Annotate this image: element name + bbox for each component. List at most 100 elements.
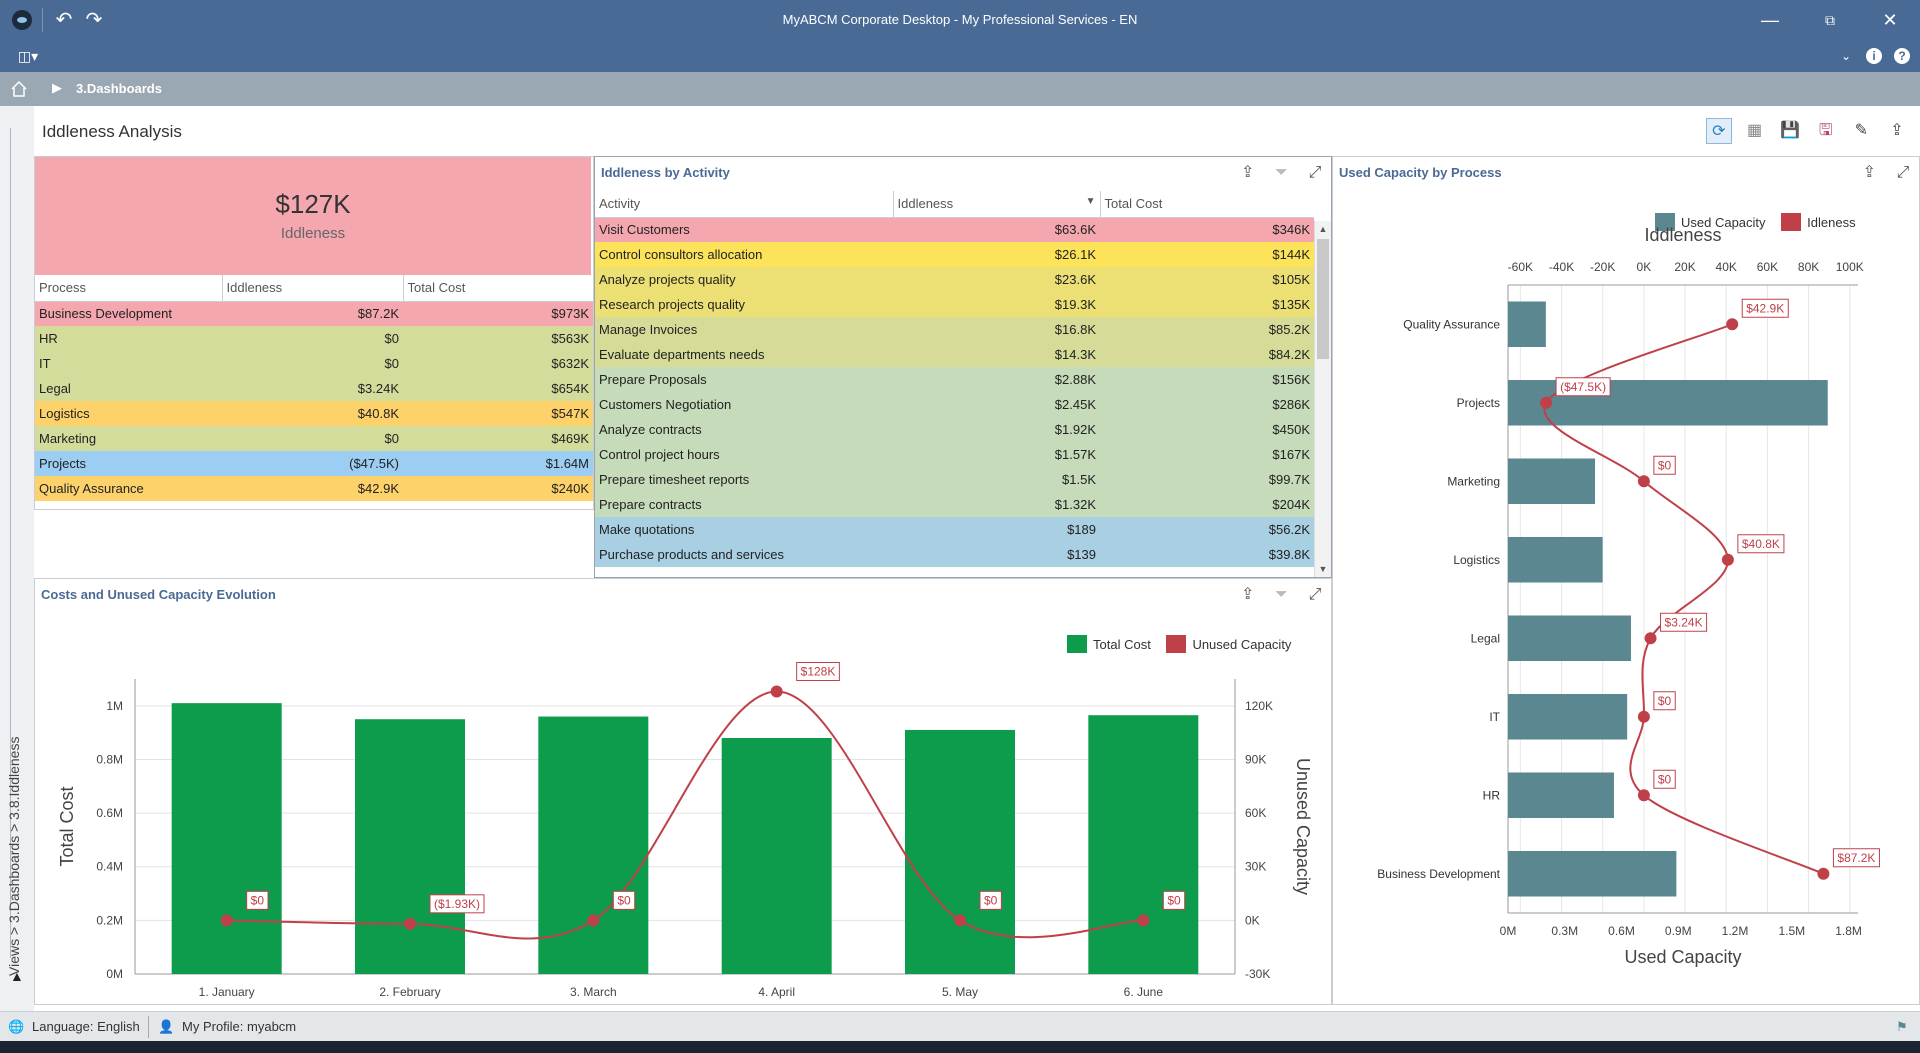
- sort-desc-icon[interactable]: ▼: [1085, 196, 1096, 208]
- redo-icon[interactable]: ↷: [85, 9, 103, 31]
- bar-used-capacity[interactable]: [1508, 693, 1628, 740]
- table-cell: $3.24K: [357, 381, 399, 396]
- side-path[interactable]: Views > 3.Dashboards > 3.8.Iddleness: [6, 736, 22, 976]
- legend-item[interactable]: Used Capacity: [1655, 213, 1766, 231]
- table-row[interactable]: Quality Assurance $42.9K $240K: [35, 476, 593, 501]
- legend-item[interactable]: Unused Capacity: [1166, 635, 1291, 653]
- table-row[interactable]: Research projects quality $19.3K $135K: [595, 292, 1314, 317]
- bar-used-capacity[interactable]: [1508, 536, 1603, 583]
- undo-icon[interactable]: ↶: [55, 9, 73, 31]
- profile-status[interactable]: My Profile: myabcm: [182, 1019, 297, 1034]
- column-header-process[interactable]: Process: [35, 275, 223, 302]
- bar-total-cost[interactable]: [538, 716, 649, 974]
- clear-filter-icon[interactable]: ⏷: [1274, 164, 1288, 181]
- breadcrumb-current[interactable]: 3.Dashboards: [76, 81, 162, 96]
- refresh-icon[interactable]: ⟳: [1705, 118, 1732, 144]
- data-point-idleness[interactable]: [1637, 789, 1650, 802]
- bar-total-cost[interactable]: [721, 738, 832, 974]
- maximize-icon[interactable]: ⤢: [1308, 164, 1322, 181]
- vertical-scrollbar[interactable]: ▲ ▼: [1314, 221, 1331, 577]
- table-row[interactable]: Visit Customers $63.6K $346K: [595, 217, 1314, 242]
- bar-used-capacity[interactable]: [1508, 301, 1546, 348]
- language-status[interactable]: Language: English: [32, 1019, 140, 1034]
- edit-icon[interactable]: ✎: [1854, 122, 1869, 139]
- export-icon[interactable]: ⇪: [1241, 164, 1255, 181]
- minimize-button[interactable]: —: [1761, 10, 1779, 30]
- bar-total-cost[interactable]: [171, 703, 282, 974]
- help-icon[interactable]: ?: [1894, 48, 1910, 64]
- home-icon[interactable]: [10, 80, 28, 98]
- export-icon[interactable]: ⇪: [1862, 164, 1877, 181]
- table-row[interactable]: Prepare timesheet reports $1.5K $99.7K: [595, 467, 1314, 492]
- column-header-iddleness[interactable]: Iddleness ▼: [893, 191, 1101, 218]
- table-cell: IT: [39, 356, 51, 371]
- table-row[interactable]: Marketing $0 $469K: [35, 426, 593, 451]
- data-point-idleness[interactable]: [1644, 632, 1657, 645]
- table-row[interactable]: Control consultors allocation $26.1K $144K: [595, 242, 1314, 267]
- used-capacity-panel: Used Capacity by Process ⇪ ⤢ Used Capaci…: [1332, 156, 1920, 1005]
- bar-used-capacity[interactable]: [1508, 850, 1677, 897]
- data-point-idleness[interactable]: [1637, 475, 1650, 488]
- table-row[interactable]: Analyze contracts $1.92K $450K: [595, 417, 1314, 442]
- data-point-idleness[interactable]: [1726, 318, 1739, 331]
- data-point-idleness[interactable]: [1540, 396, 1553, 409]
- table-row[interactable]: Evaluate departments needs $14.3K $84.2K: [595, 342, 1314, 367]
- table-row[interactable]: Analyze projects quality $23.6K $105K: [595, 267, 1314, 292]
- table-row[interactable]: Prepare Proposals $2.88K $156K: [595, 367, 1314, 392]
- close-button[interactable]: ✕: [1882, 10, 1898, 30]
- data-point-unused-capacity[interactable]: [587, 914, 600, 927]
- table-cell: $547K: [551, 406, 589, 421]
- maximize-icon[interactable]: ⤢: [1896, 164, 1910, 181]
- bar-used-capacity[interactable]: [1508, 615, 1631, 662]
- table-row[interactable]: Projects ($47.5K) $1.64M: [35, 451, 593, 476]
- flag-icon[interactable]: ⚑: [1896, 1019, 1908, 1034]
- data-point-unused-capacity[interactable]: [220, 914, 233, 927]
- table-row[interactable]: Purchase products and services $139 $39.8K: [595, 542, 1314, 567]
- column-header-activity[interactable]: Activity: [595, 191, 894, 218]
- view-layout-icon[interactable]: ◫▾: [17, 48, 39, 64]
- bar-total-cost[interactable]: [905, 729, 1015, 974]
- table-row[interactable]: Customers Negotiation $2.45K $286K: [595, 392, 1314, 417]
- export-icon[interactable]: ⇪: [1890, 122, 1904, 139]
- save-icon[interactable]: 💾: [1780, 122, 1801, 139]
- bar-total-cost[interactable]: [1088, 715, 1199, 974]
- data-point-unused-capacity[interactable]: [770, 685, 783, 698]
- data-point-idleness[interactable]: [1817, 867, 1830, 880]
- clear-filter-icon[interactable]: ⏷: [1274, 586, 1288, 603]
- scroll-up-icon[interactable]: ▲: [1318, 224, 1328, 234]
- table-row[interactable]: HR $0 $563K: [35, 326, 593, 351]
- table-row[interactable]: Control project hours $1.57K $167K: [595, 442, 1314, 467]
- table-row[interactable]: IT $0 $632K: [35, 351, 593, 376]
- legend-item[interactable]: Total Cost: [1067, 635, 1151, 653]
- info-icon[interactable]: i: [1866, 48, 1882, 64]
- save-as-icon[interactable]: 🖫: [1818, 122, 1833, 139]
- table-row[interactable]: Manage Invoices $16.8K $85.2K: [595, 317, 1314, 342]
- bar-used-capacity[interactable]: [1508, 458, 1596, 505]
- table-row[interactable]: Prepare contracts $1.32K $204K: [595, 492, 1314, 517]
- table-row[interactable]: Business Development $87.2K $973K: [35, 301, 593, 326]
- collapse-up-icon[interactable]: ▲: [10, 968, 24, 984]
- scroll-down-icon[interactable]: ▼: [1318, 564, 1328, 574]
- data-point-idleness[interactable]: [1721, 553, 1734, 566]
- table-row[interactable]: Logistics $40.8K $547K: [35, 401, 593, 426]
- data-point-unused-capacity[interactable]: [954, 914, 966, 927]
- grid-icon[interactable]: ▦: [1746, 122, 1763, 139]
- legend-item[interactable]: Idleness: [1781, 213, 1856, 231]
- restore-button[interactable]: ⧉: [1825, 12, 1835, 28]
- export-icon[interactable]: ⇪: [1241, 586, 1255, 603]
- kpi-card[interactable]: $127K Iddleness: [35, 157, 591, 275]
- table-row[interactable]: Make quotations $189 $56.2K: [595, 517, 1314, 542]
- maximize-icon[interactable]: ⤢: [1308, 586, 1322, 603]
- data-point-idleness[interactable]: [1637, 710, 1650, 723]
- data-label: $0: [1167, 893, 1181, 907]
- scroll-thumb[interactable]: [1317, 239, 1329, 359]
- column-header-total-cost[interactable]: Total Cost: [403, 275, 594, 302]
- bar-total-cost[interactable]: [355, 719, 465, 974]
- table-row[interactable]: Legal $3.24K $654K: [35, 376, 593, 401]
- bar-used-capacity[interactable]: [1508, 772, 1614, 819]
- data-point-unused-capacity[interactable]: [404, 917, 416, 930]
- data-point-unused-capacity[interactable]: [1137, 914, 1150, 927]
- chevron-down-icon[interactable]: ⌄: [1840, 49, 1852, 63]
- column-header-total-cost[interactable]: Total Cost: [1100, 191, 1314, 218]
- column-header-iddleness[interactable]: Iddleness: [222, 275, 404, 302]
